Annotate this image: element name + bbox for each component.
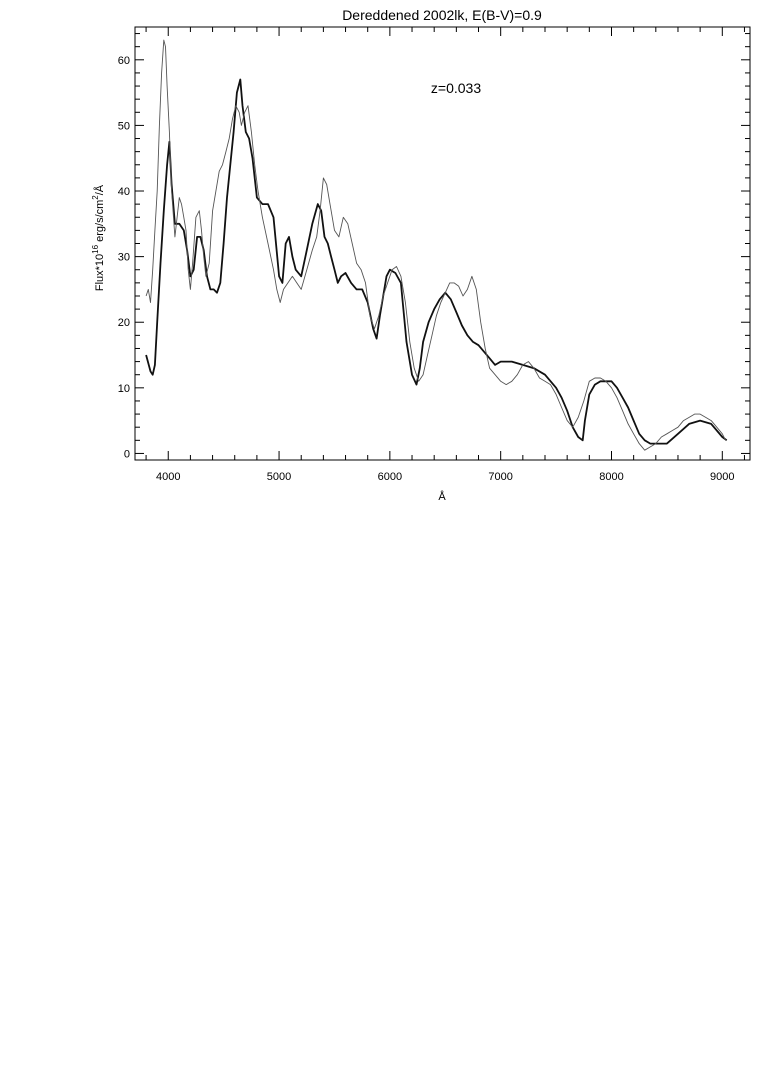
x-axis-label: Å [438,490,446,503]
y-tick-label: 50 [118,120,130,132]
y-tick-label: 20 [118,317,130,329]
series-layer [145,39,728,451]
axis-ticks [135,27,750,460]
x-tick-label: 4000 [156,471,180,483]
y-axis-label-exp2: 2 [91,195,100,200]
spectrum-line-observed [145,39,727,451]
spectrum-figure: 4000 5000 6000 7000 8000 9000 0 10 20 30 40 50 60 De… [0,0,771,520]
y-axis-label-mid: erg/s/cm [94,200,106,245]
y-tick-label: 30 [118,252,130,264]
x-tick-label: 5000 [267,471,291,483]
y-axis-label-base: Flux*10 [94,254,106,291]
x-tick-label: 6000 [378,471,402,483]
y-axis-label-end: /Å [93,184,106,195]
spectrum-chart: 4000 5000 6000 7000 8000 9000 0 10 20 30 40 50 60 De… [91,7,751,503]
y-tick-label: 40 [118,186,130,198]
spectrum-line-model [145,78,728,445]
y-tick-label: 0 [124,448,130,460]
y-axis-label-exp1: 16 [91,244,100,253]
y-tick-label: 60 [118,55,130,67]
x-tick-label: 8000 [599,471,623,483]
redshift-annotation: z=0.033 [431,80,481,96]
y-axis-label: Flux*1016 erg/s/cm2/Å [91,184,106,291]
tick-labels: 4000 5000 6000 7000 8000 9000 0 10 20 30 40 50 60 [118,55,735,483]
y-tick-label: 10 [118,383,130,395]
x-tick-label: 9000 [710,471,734,483]
x-tick-label: 7000 [488,471,512,483]
chart-title: Dereddened 2002lk, E(B-V)=0.9 [342,7,542,23]
